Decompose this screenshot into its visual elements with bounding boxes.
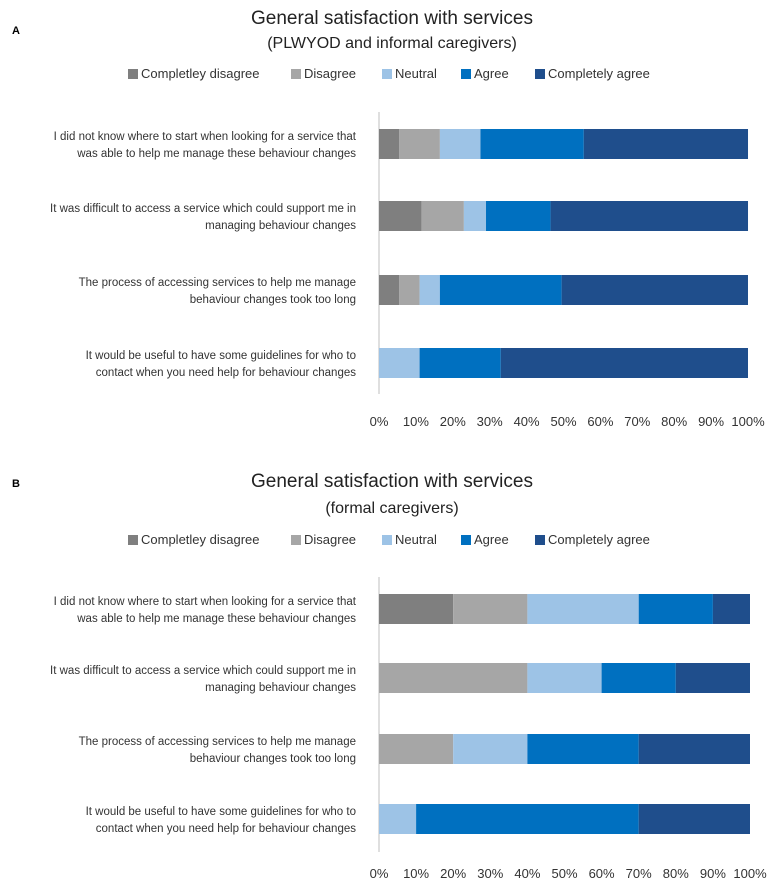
panel-b-x-tick-5: 50% (551, 866, 577, 881)
panel-a-bar-row-2-agree (486, 201, 551, 231)
panel-b-legend-swatch-agree (461, 535, 471, 545)
panel-a-bar-row-1-disagree (399, 129, 440, 159)
panel-b-x-tick-10: 100% (733, 866, 767, 881)
panel-b-category-label-3-line-2: behaviour changes took too long (190, 753, 356, 765)
panel-b-legend-label-agree: Agree (474, 532, 509, 547)
panel-a-title: General satisfaction with services (251, 8, 533, 29)
panel-a-legend-swatch-agree (461, 69, 471, 79)
panel-b-letter: B (12, 478, 20, 490)
panel-a-x-tick-2: 20% (440, 414, 466, 429)
panel-b-bar-row-3-neutral (453, 734, 528, 764)
panel-a-legend-label-agree: Agree (474, 66, 509, 81)
panel-b-category-label-1-line-2: was able to help me manage these behavio… (76, 613, 356, 625)
panel-a-bar-row-3-completley-disagree (379, 275, 400, 305)
panel-a-legend-label-disagree: Disagree (304, 66, 356, 81)
panel-a-category-label-2-line-1: It was difficult to access a service whi… (50, 203, 356, 215)
panel-b-category-label-3-line-1: The process of accessing services to hel… (79, 736, 356, 748)
panel-a-x-tick-3: 30% (477, 414, 503, 429)
panel-a-bar-row-2-completley-disagree (379, 201, 422, 231)
panel-a-x-tick-5: 50% (550, 414, 576, 429)
panel-a-legend-swatch-disagree (291, 69, 301, 79)
panel-b-category-label-4-line-1: It would be useful to have some guidelin… (86, 806, 356, 818)
panel-b-bar-row-4-neutral (379, 804, 417, 834)
panel-a-x-tick-8: 80% (661, 414, 687, 429)
panel-a-category-label-4-line-2: contact when you need help for behaviour… (96, 367, 356, 379)
panel-b-x-tick-4: 40% (514, 866, 540, 881)
panel-a-category-label-3-line-2: behaviour changes took too long (190, 294, 356, 306)
panel-a-legend-swatch-neutral (382, 69, 392, 79)
panel-b-x-tick-0: 0% (370, 866, 389, 881)
panel-b-legend-swatch-neutral (382, 535, 392, 545)
panel-b-title: General satisfaction with services (251, 471, 533, 492)
panel-a-category-label-1-line-1: I did not know where to start when looki… (54, 131, 357, 143)
panel-b-bar-row-1-completely-agree (712, 594, 750, 624)
panel-a-bar-row-1-completley-disagree (379, 129, 400, 159)
panel-b-bar-row-3-completely-agree (638, 734, 750, 764)
panel-b-x-tick-9: 90% (700, 866, 726, 881)
panel-b-legend-label-completely-agree: Completely agree (548, 532, 650, 547)
panel-a-bar-row-2-neutral (463, 201, 487, 231)
panel-b-x-tick-8: 80% (663, 866, 689, 881)
panel-a-bar-row-2-completely-agree (550, 201, 749, 231)
panel-a-x-tick-6: 60% (587, 414, 613, 429)
panel-a-category-label-3-line-1: The process of accessing services to hel… (79, 277, 356, 289)
panel-b-x-tick-1: 10% (403, 866, 429, 881)
panel-a-bar-row-3-agree (439, 275, 562, 305)
panel-a-x-tick-1: 10% (403, 414, 429, 429)
panel-a-bar-row-3-disagree (399, 275, 420, 305)
panel-a-x-tick-7: 70% (624, 414, 650, 429)
panel-a-bar-row-1-agree (480, 129, 584, 159)
panel-b-bar-row-2-neutral (527, 663, 602, 693)
panel-a-bar-row-3-completely-agree (561, 275, 748, 305)
panel-b-x-tick-6: 60% (589, 866, 615, 881)
panel-b-legend-label-completley-disagree: Completley disagree (141, 532, 260, 547)
panel-b-subtitle: (formal caregivers) (325, 500, 458, 517)
panel-b-bar-row-4-agree (416, 804, 639, 834)
panel-b-bar-row-2-disagree (379, 663, 528, 693)
panel-b-x-tick-3: 30% (477, 866, 503, 881)
panel-a-category-label-1-line-2: was able to help me manage these behavio… (76, 148, 356, 160)
panel-b-category-label-4-line-2: contact when you need help for behaviour… (96, 823, 356, 835)
panel-a-x-tick-9: 90% (698, 414, 724, 429)
panel-b-legend-swatch-disagree (291, 535, 301, 545)
panel-b-category-label-1-line-1: I did not know where to start when looki… (54, 596, 357, 608)
panel-a-category-label-4-line-1: It would be useful to have some guidelin… (86, 350, 356, 362)
panel-b-bar-row-4-completely-agree (638, 804, 750, 834)
panel-b-legend-label-disagree: Disagree (304, 532, 356, 547)
panel-b-bar-row-3-agree (527, 734, 639, 764)
panel-a-legend-label-completely-agree: Completely agree (548, 66, 650, 81)
panel-b-legend-swatch-completely-agree (535, 535, 545, 545)
panel-b-category-label-2-line-1: It was difficult to access a service whi… (50, 665, 356, 677)
panel-a-bar-row-4-agree (419, 348, 501, 378)
panel-b-bar-row-1-completley-disagree (379, 594, 454, 624)
panel-b-x-tick-2: 20% (440, 866, 466, 881)
panel-b-bar-row-1-disagree (453, 594, 528, 624)
panel-a-legend-swatch-completley-disagree (128, 69, 138, 79)
panel-a-bar-row-1-neutral (439, 129, 481, 159)
panel-b-x-tick-7: 70% (626, 866, 652, 881)
panel-a-letter: A (12, 25, 20, 37)
panel-b-bar-row-2-completely-agree (675, 663, 750, 693)
panel-a-category-label-2-line-2: managing behaviour changes (205, 220, 356, 232)
panel-b-category-label-2-line-2: managing behaviour changes (205, 682, 356, 694)
panel-a-subtitle: (PLWYOD and informal caregivers) (267, 35, 517, 52)
panel-b-bar-row-2-agree (601, 663, 676, 693)
panel-b-bar-row-1-neutral (527, 594, 639, 624)
panel-b-legend-label-neutral: Neutral (395, 532, 437, 547)
panel-a-legend-swatch-completely-agree (535, 69, 545, 79)
panel-b-bar-row-3-disagree (379, 734, 454, 764)
panel-b-bar-row-1-agree (638, 594, 713, 624)
panel-a-x-tick-4: 40% (514, 414, 540, 429)
panel-a-legend-label-neutral: Neutral (395, 66, 437, 81)
panel-b-legend-swatch-completley-disagree (128, 535, 138, 545)
panel-a-bar-row-1-completely-agree (583, 129, 749, 159)
panel-a-x-tick-0: 0% (370, 414, 389, 429)
panel-a-bar-row-4-neutral (379, 348, 420, 378)
panel-a-bar-row-3-neutral (419, 275, 440, 305)
panel-a-bar-row-2-disagree (421, 201, 464, 231)
panel-a-bar-row-4-completely-agree (500, 348, 748, 378)
panel-a-legend-label-completley-disagree: Completley disagree (141, 66, 260, 81)
panel-a-x-tick-10: 100% (731, 414, 765, 429)
